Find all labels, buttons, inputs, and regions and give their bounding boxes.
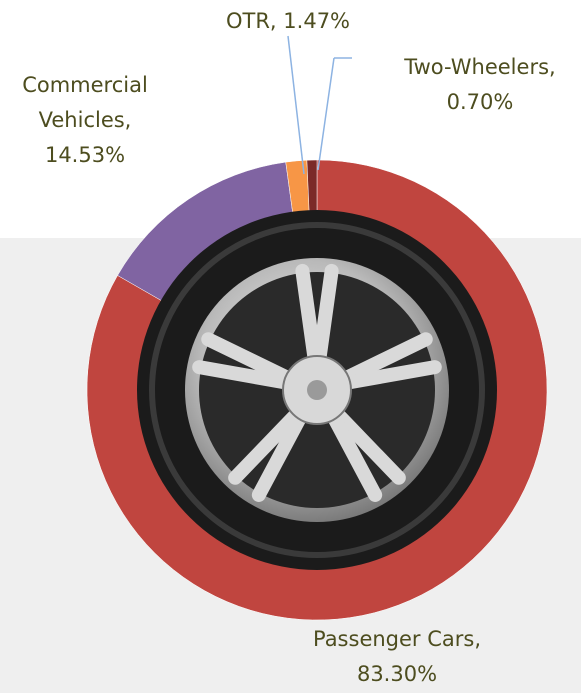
value-label: 0.70% bbox=[447, 90, 514, 114]
tire-illustration bbox=[137, 210, 497, 570]
leader-line bbox=[318, 58, 334, 170]
data-label: Passenger Cars, 83.30% bbox=[277, 622, 517, 692]
data-label: OTR, 1.47% bbox=[198, 4, 378, 39]
category-label: Commercial Vehicles, bbox=[22, 73, 148, 132]
category-label: Two-Wheelers, bbox=[404, 55, 555, 79]
page: {"chart_data": {"type": "donut", "catego… bbox=[0, 0, 581, 693]
leader-line bbox=[288, 36, 304, 174]
data-label: Commercial Vehicles, 14.53% bbox=[20, 68, 150, 173]
value-label: 83.30% bbox=[357, 662, 437, 686]
hub-cap bbox=[307, 380, 327, 400]
value-label: 1.47% bbox=[283, 9, 350, 33]
category-label: OTR, bbox=[226, 9, 277, 33]
category-label: Passenger Cars, bbox=[313, 627, 481, 651]
value-label: 14.53% bbox=[45, 143, 125, 167]
data-label: Two-Wheelers, 0.70% bbox=[380, 50, 580, 120]
